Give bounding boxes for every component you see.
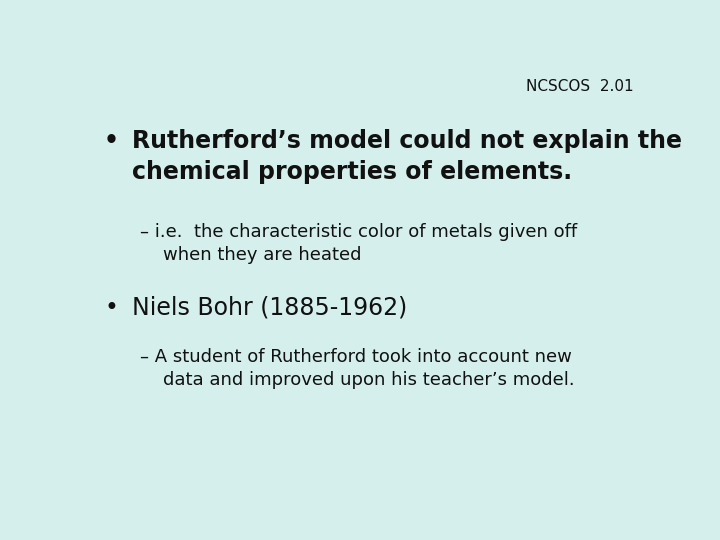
Text: NCSCOS  2.01: NCSCOS 2.01 [526, 79, 634, 94]
Text: Niels Bohr (1885-1962): Niels Bohr (1885-1962) [132, 295, 407, 320]
Text: Rutherford’s model could not explain the
chemical properties of elements.: Rutherford’s model could not explain the… [132, 129, 682, 184]
Text: •: • [104, 129, 119, 153]
Text: •: • [104, 295, 118, 320]
Text: – A student of Rutherford took into account new
    data and improved upon his t: – A student of Rutherford took into acco… [140, 348, 575, 389]
Text: – i.e.  the characteristic color of metals given off
    when they are heated: – i.e. the characteristic color of metal… [140, 223, 577, 265]
